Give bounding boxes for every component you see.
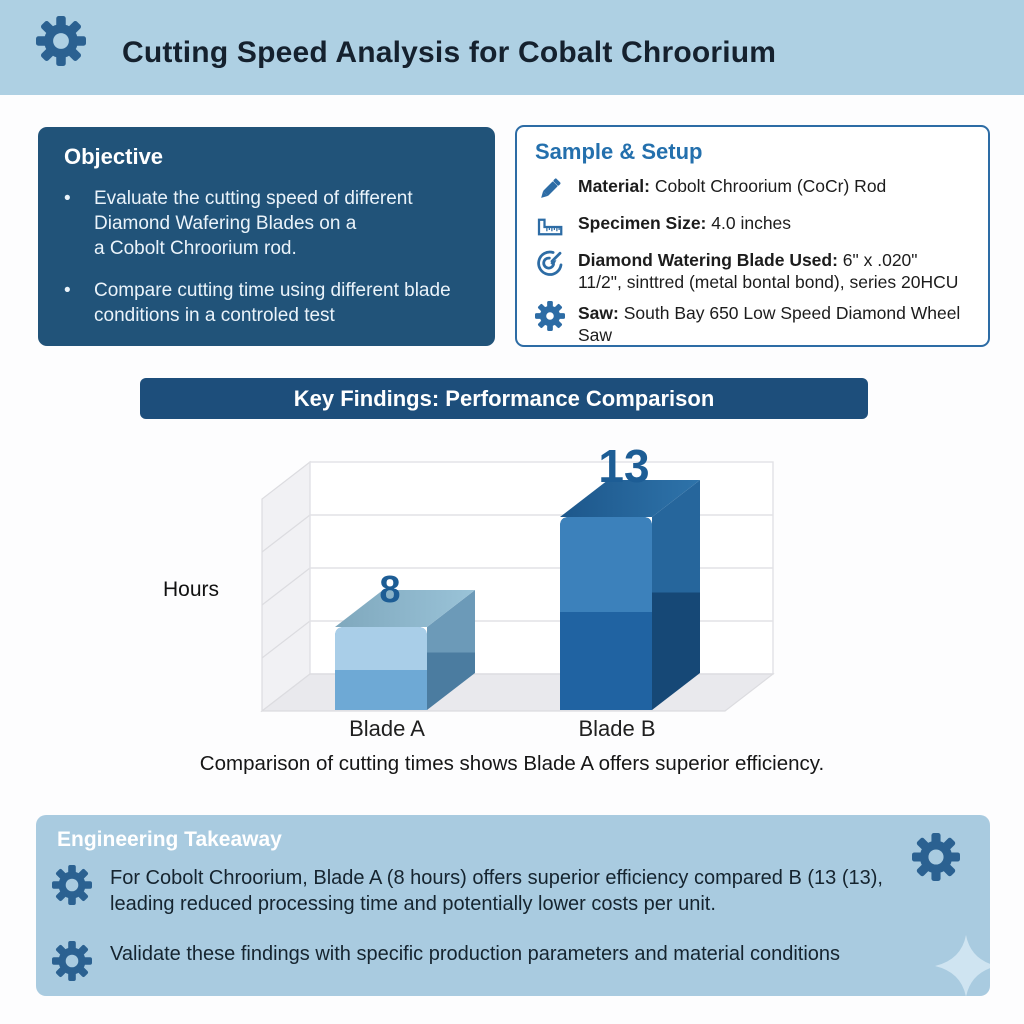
setup-value: South Bay 650 Low Speed Diamond Wheel Sa… [578, 302, 961, 345]
gear-icon [36, 16, 86, 66]
setup-row-text: Material: Cobolt Chroorium (CoCr) Rod [578, 176, 886, 198]
setup-label: Material: [578, 176, 650, 196]
sample-setup-title: Sample & Setup [535, 139, 703, 164]
ruler-icon [537, 218, 563, 236]
y-axis-label: Hours [163, 578, 220, 601]
gear-icon [52, 941, 92, 981]
page-title: Cutting Speed Analysis for Cobalt Chroor… [122, 36, 777, 69]
setup-value: 4.0 inches [706, 213, 792, 233]
objective-title: Objective [64, 144, 164, 169]
objective-bullet-text: Evaluate the cutting speed of different … [94, 188, 413, 260]
key-findings-title: Key Findings: Performance Comparison [293, 385, 715, 411]
bullet-dot-icon [64, 278, 94, 328]
bullet-dot-icon [64, 186, 94, 261]
objective-bullet-text: Compare cutting time using different bla… [94, 280, 451, 327]
bar-blade-b [560, 480, 700, 710]
setup-row-text: Saw: South Bay 650 Low Speed Diamond Whe… [578, 303, 972, 347]
x-tick-blade-b: Blade B [578, 716, 655, 741]
sparkle-icon [935, 935, 990, 996]
takeaway-title: Engineering Takeaway [57, 828, 282, 851]
takeaway-bullet-text: Validate these findings with specific pr… [110, 943, 841, 965]
key-findings-banner: Key Findings: Performance Comparison [140, 378, 868, 419]
setup-value: 6" x .020" 11/2", sinttred (metal bontal… [578, 250, 959, 292]
x-tick-blade-a: Blade A [349, 716, 425, 741]
bar-blade-a [335, 590, 475, 710]
gear-icon [535, 300, 565, 331]
chart-caption: Comparison of cutting times shows Blade … [199, 752, 825, 775]
setup-row-material: Material: Cobolt Chroorium (CoCr) Rod [535, 176, 972, 204]
setup-row-blade: Diamond Watering Blade Used: 6" x .020" … [535, 250, 972, 294]
sample-setup-panel: Sample & Setup Material: Cobolt Chrooriu… [515, 125, 990, 347]
objective-bullet: Compare cutting time using different bla… [64, 278, 469, 328]
setup-row-text: Diamond Watering Blade Used: 6" x .020" … [578, 250, 958, 294]
pencil-icon [541, 178, 561, 198]
setup-row-text: Specimen Size: 4.0 inches [578, 213, 791, 235]
setup-row-saw: Saw: South Bay 650 Low Speed Diamond Whe… [535, 300, 972, 347]
setup-label: Diamond Watering Blade Used: [578, 250, 838, 270]
objective-bullet: Evaluate the cutting speed of different … [64, 186, 469, 261]
bar-chart: 8 13 Blade A Blade B [260, 440, 775, 741]
blade-icon [537, 250, 563, 276]
takeaway-panel: Engineering Takeaway For Cobolt Chrooriu… [36, 815, 990, 996]
setup-label: Saw: [578, 302, 619, 323]
data-label-blade-a: 8 [379, 569, 400, 611]
setup-value: Cobolt Chroorium (CoCr) Rod [649, 176, 887, 196]
takeaway-bullet-text: For Cobolt Chroorium, Blade A (8 hours) … [110, 867, 883, 915]
setup-row-specimen: Specimen Size: 4.0 inches [535, 213, 972, 241]
objective-panel: Objective Evaluate the cutting speed of … [38, 127, 495, 346]
takeaway-bullet: Validate these findings with specific pr… [52, 941, 840, 981]
takeaway-bullet: For Cobolt Chroorium, Blade A (8 hours) … [52, 865, 883, 917]
setup-label: Specimen Size: [578, 213, 707, 233]
gear-icon [912, 833, 960, 881]
header-band: Cutting Speed Analysis for Cobalt Chroor… [0, 0, 1024, 95]
gear-icon [52, 865, 92, 905]
data-label-blade-b: 13 [598, 440, 649, 492]
